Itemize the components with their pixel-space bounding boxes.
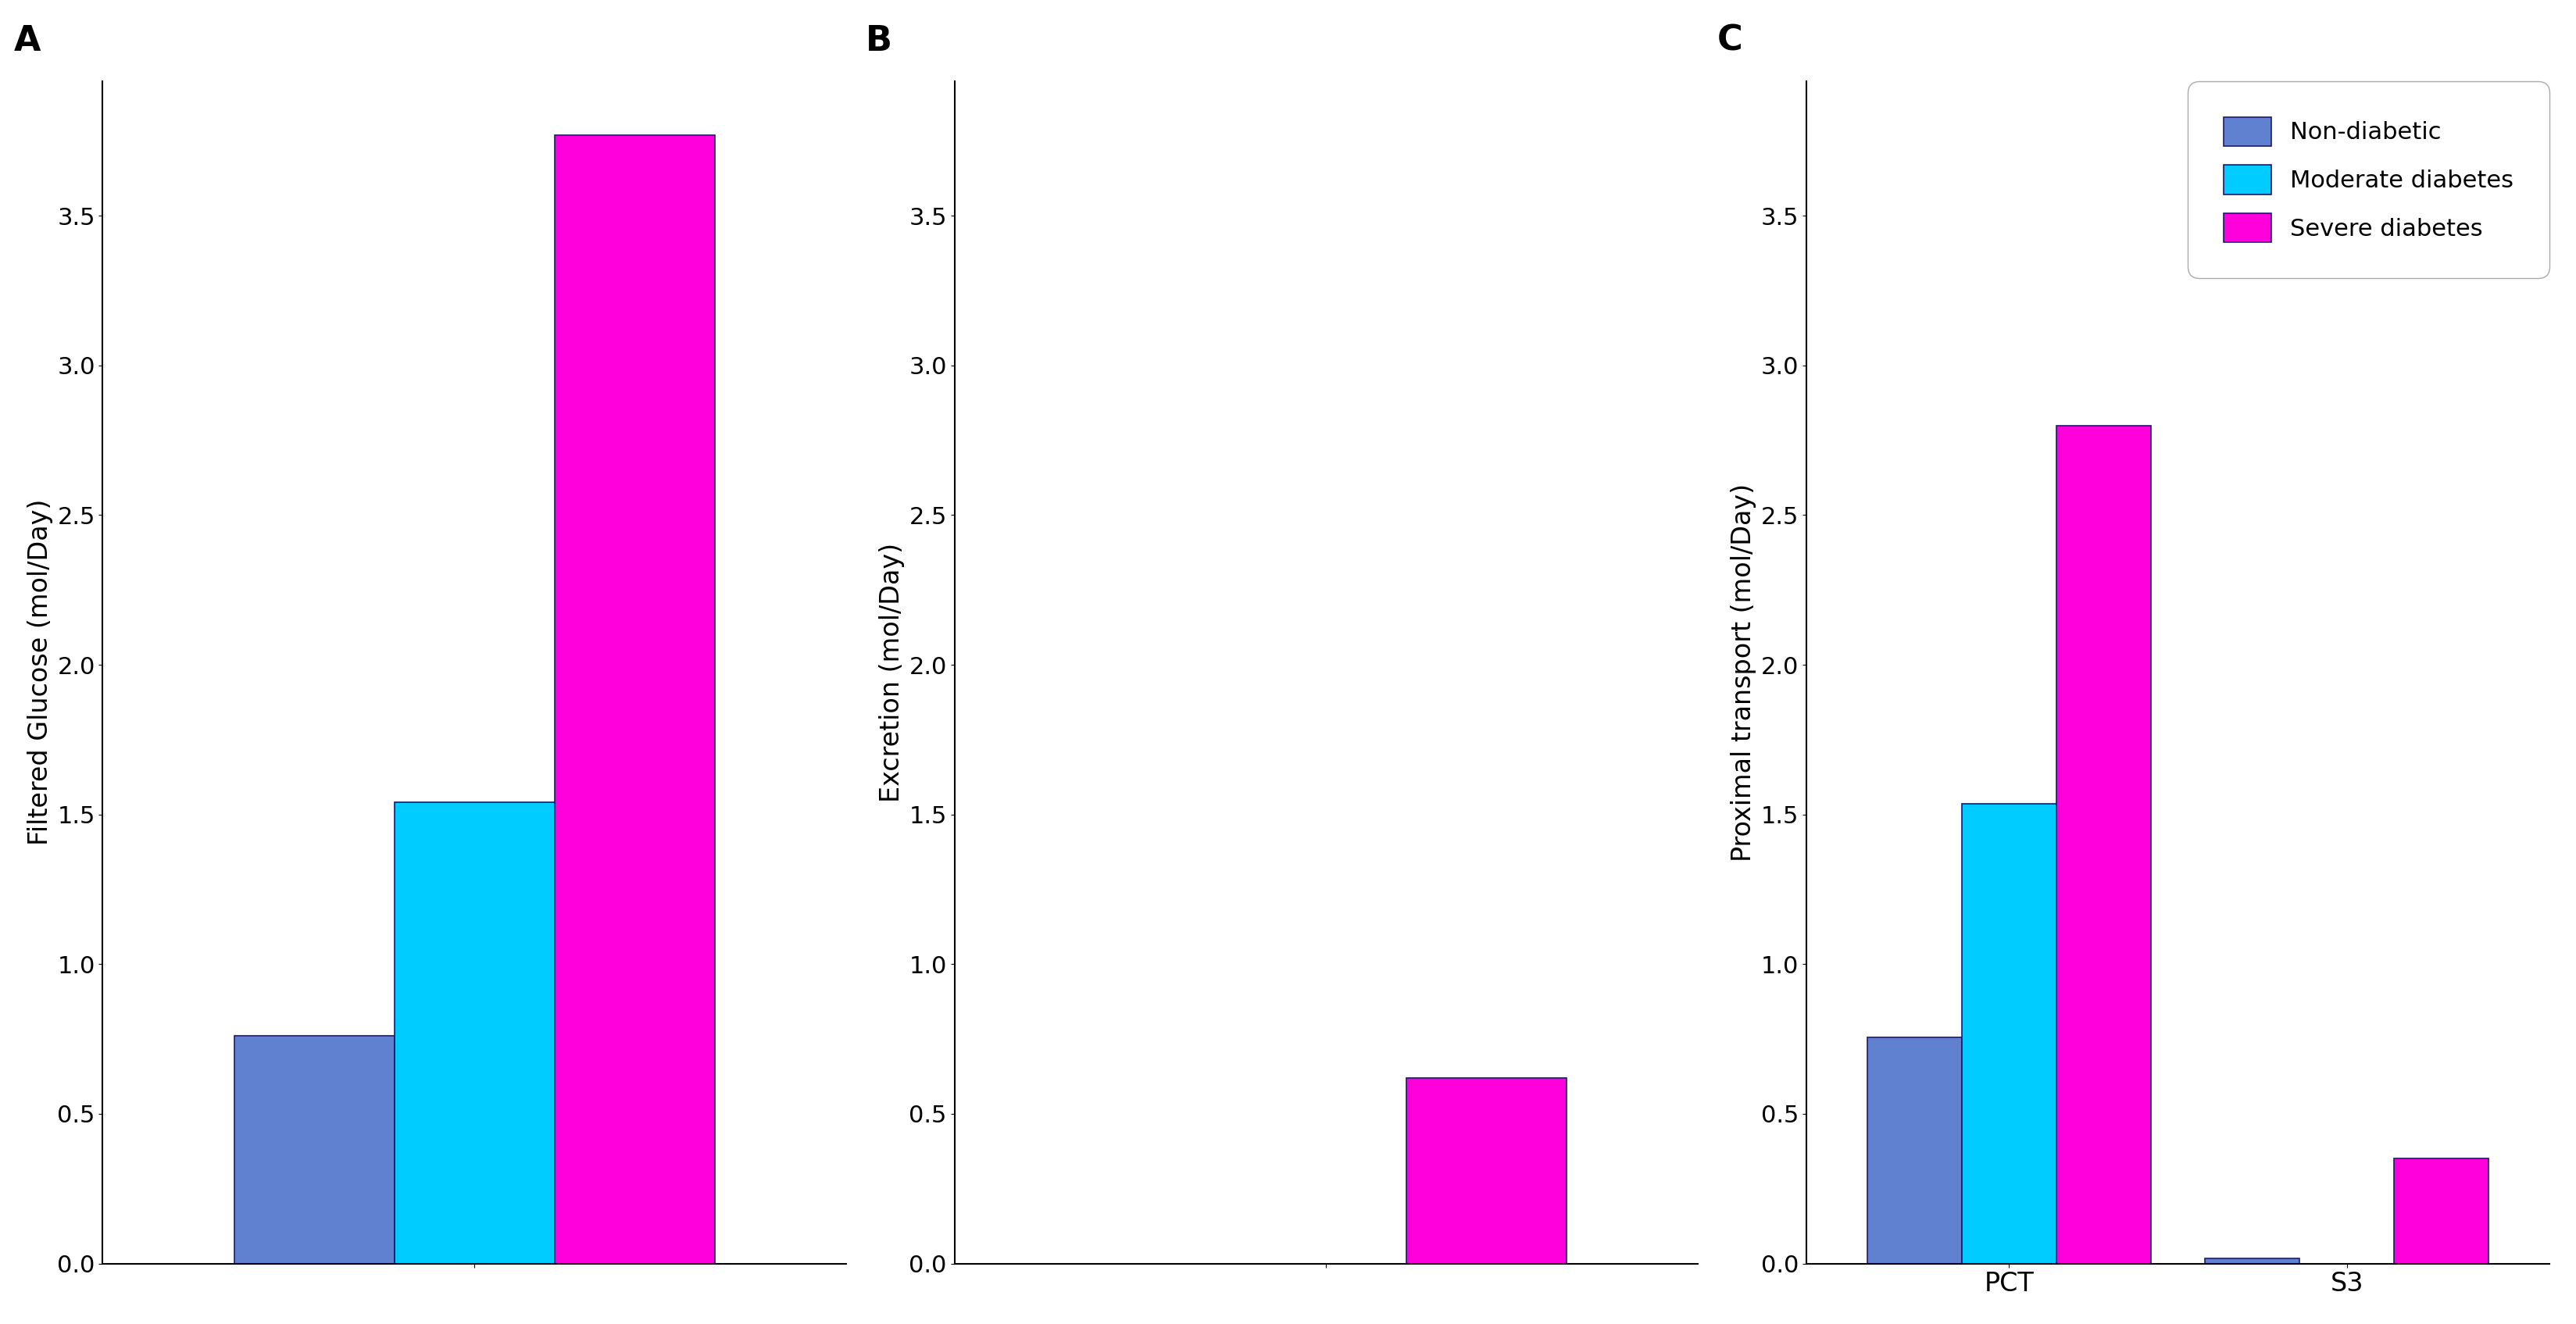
Legend: Non-diabetic, Moderate diabetes, Severe diabetes: Non-diabetic, Moderate diabetes, Severe … xyxy=(2200,93,2537,266)
Text: A: A xyxy=(13,24,41,57)
Bar xyxy=(554,135,714,1263)
Text: B: B xyxy=(866,24,891,57)
Bar xyxy=(1868,1038,1960,1263)
Y-axis label: Excretion (mol/Day): Excretion (mol/Day) xyxy=(878,543,904,802)
Bar xyxy=(2056,425,2151,1263)
Bar xyxy=(1406,1078,1566,1263)
Bar xyxy=(394,802,554,1263)
Text: C: C xyxy=(1716,24,1741,57)
Y-axis label: Proximal transport (mol/Day): Proximal transport (mol/Day) xyxy=(1731,483,1757,862)
Bar xyxy=(234,1035,394,1263)
Bar xyxy=(1960,804,2056,1263)
Y-axis label: Filtered Glucose (mol/Day): Filtered Glucose (mol/Day) xyxy=(28,499,54,846)
Bar xyxy=(2393,1158,2488,1263)
Bar xyxy=(2205,1258,2298,1263)
